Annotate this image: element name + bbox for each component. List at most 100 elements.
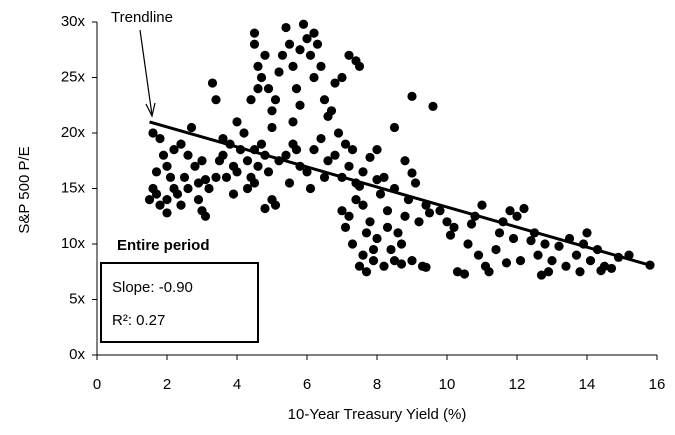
- data-point: [190, 161, 200, 171]
- data-point: [155, 200, 165, 210]
- data-point: [256, 139, 267, 149]
- y-tick-label: 0x: [69, 346, 85, 363]
- data-point: [239, 128, 249, 138]
- data-point: [242, 156, 253, 166]
- data-point: [309, 145, 319, 155]
- data-point: [316, 133, 326, 144]
- data-point: [249, 39, 260, 49]
- x-tick-label: 2: [163, 376, 171, 393]
- data-point: [547, 256, 557, 266]
- data-point: [494, 228, 505, 238]
- x-tick-label: 6: [303, 376, 311, 393]
- data-point: [302, 34, 312, 44]
- data-point: [344, 211, 354, 221]
- data-point: [253, 61, 263, 71]
- data-point: [354, 261, 365, 271]
- data-point: [200, 175, 211, 185]
- data-point: [330, 78, 340, 88]
- data-point: [284, 39, 295, 49]
- data-point: [459, 269, 470, 279]
- data-point: [449, 222, 459, 232]
- data-point: [253, 161, 263, 171]
- data-point: [249, 28, 260, 38]
- data-point: [249, 178, 260, 188]
- data-point: [424, 208, 435, 218]
- data-point: [526, 236, 536, 246]
- data-point: [319, 172, 330, 182]
- x-tick-label: 10: [439, 376, 456, 393]
- data-point: [421, 262, 431, 272]
- data-point: [368, 244, 379, 255]
- data-point: [281, 150, 291, 160]
- data-point: [368, 256, 379, 266]
- data-point: [512, 211, 522, 221]
- data-point: [319, 95, 330, 105]
- data-point: [193, 195, 204, 205]
- data-point: [200, 211, 211, 221]
- data-point: [407, 168, 417, 178]
- data-point: [396, 259, 407, 269]
- data-point: [151, 189, 162, 199]
- data-point: [365, 217, 375, 227]
- data-point: [263, 84, 274, 94]
- data-point: [144, 195, 155, 205]
- data-point: [151, 167, 162, 177]
- y-tick-label: 10x: [61, 235, 86, 252]
- data-point: [179, 172, 190, 182]
- data-point: [379, 172, 389, 182]
- data-point: [340, 139, 351, 149]
- data-point: [344, 161, 354, 171]
- data-point: [543, 267, 554, 277]
- data-point: [466, 219, 477, 229]
- data-point: [435, 206, 445, 216]
- data-point: [211, 95, 221, 105]
- data-point: [463, 239, 473, 249]
- data-point: [162, 208, 172, 218]
- x-tick-label: 12: [509, 376, 526, 393]
- data-point: [330, 150, 340, 160]
- data-point: [505, 206, 515, 216]
- data-point: [393, 228, 403, 238]
- data-point: [382, 222, 393, 232]
- data-point: [361, 228, 372, 238]
- data-point: [585, 256, 596, 266]
- data-point: [477, 200, 487, 210]
- data-point: [365, 152, 375, 163]
- data-point: [291, 84, 302, 94]
- data-point: [575, 267, 585, 277]
- y-axis-label: S&P 500 P/E: [16, 146, 33, 233]
- data-point: [176, 139, 186, 149]
- data-point: [232, 167, 242, 177]
- data-point: [193, 178, 204, 188]
- data-point: [305, 183, 316, 194]
- data-point: [221, 172, 232, 182]
- data-point: [323, 156, 333, 166]
- data-point: [183, 150, 193, 160]
- data-point: [267, 122, 277, 133]
- data-point: [347, 239, 358, 249]
- data-point: [326, 106, 337, 116]
- x-tick-label: 8: [373, 376, 381, 393]
- data-point: [281, 22, 291, 33]
- data-point: [554, 241, 564, 251]
- data-point: [351, 195, 361, 205]
- data-point: [515, 256, 526, 266]
- data-point: [372, 233, 382, 244]
- data-point: [358, 200, 368, 210]
- data-point: [207, 78, 218, 88]
- data-point: [232, 117, 242, 127]
- data-point: [484, 267, 494, 277]
- data-point: [288, 61, 298, 71]
- data-point: [277, 50, 288, 60]
- data-point: [211, 172, 221, 182]
- y-tick-label: 25x: [61, 68, 86, 85]
- trendline-label: Trendline: [111, 9, 173, 26]
- data-point: [358, 167, 368, 177]
- data-point: [428, 101, 438, 111]
- data-point: [407, 91, 417, 101]
- data-point: [176, 200, 186, 210]
- data-point: [508, 233, 519, 244]
- data-point: [305, 50, 316, 60]
- data-point: [407, 256, 417, 266]
- data-point: [347, 145, 358, 155]
